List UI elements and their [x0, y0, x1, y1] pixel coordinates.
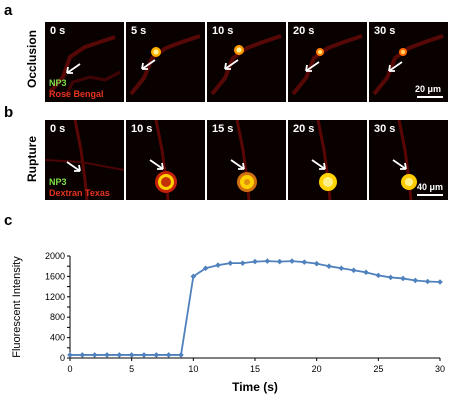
arrow-icon [141, 59, 156, 70]
data-point [239, 260, 246, 266]
data-point [178, 352, 184, 358]
data-point [375, 272, 382, 279]
data-point [264, 258, 271, 264]
arrow-icon [305, 61, 320, 72]
row-label-occlusion: Occlusion [25, 30, 39, 89]
time-label: 30 s [374, 25, 396, 37]
legend-green: NP3 [49, 177, 67, 187]
panel-letter-c: c [4, 212, 13, 229]
data-point [363, 269, 369, 276]
x-tick-label: 25 [373, 364, 383, 374]
data-point [276, 258, 283, 265]
data-point [67, 352, 73, 358]
data-point [326, 263, 332, 269]
arrow-icon [388, 61, 403, 72]
scale-bar [417, 194, 443, 196]
legend-green: NP3 [49, 78, 67, 88]
scale-bar-label: 40 μm [417, 182, 444, 192]
y-axis-label: Fluorescent Intensity [11, 256, 23, 358]
data-point [116, 352, 123, 358]
data-point [289, 258, 295, 264]
time-label: 15 s [212, 123, 234, 135]
time-label: 10 s [131, 123, 153, 135]
data-point [227, 260, 234, 266]
legend-red: Dextran Texas [49, 188, 110, 198]
arrow-icon [392, 159, 407, 170]
scale-bar-label: 20 μm [415, 84, 442, 94]
data-point [400, 275, 406, 282]
data-point [252, 258, 258, 265]
micrograph-b-1: 10 s [126, 120, 205, 200]
x-tick-label: 5 [129, 364, 134, 374]
x-tick-label: 15 [250, 364, 260, 374]
x-axis-label: Time (s) [232, 380, 278, 394]
panel-letter-a: a [4, 2, 13, 19]
y-tick-label: 2000 [45, 251, 65, 261]
micrograph-a-1: 5 s [126, 22, 205, 102]
data-point [350, 267, 357, 274]
series-line [70, 260, 441, 356]
micrograph-a-2: 10 s [207, 22, 286, 102]
arrow-icon [224, 59, 239, 70]
time-label: 20 s [293, 123, 315, 135]
time-label: 0 s [50, 123, 66, 135]
data-point [128, 352, 135, 358]
time-label: 0 s [50, 25, 66, 37]
data-point [79, 352, 86, 358]
data-point [301, 259, 308, 265]
arrow-icon [311, 159, 326, 170]
micrograph-b-0: 0 s NP3 Dextran Texas [45, 120, 124, 200]
micrograph-b-2: 15 s [207, 120, 286, 200]
data-point [215, 262, 221, 268]
y-tick-label: 1600 [45, 271, 65, 281]
time-label: 20 s [293, 25, 315, 37]
scale-bar [417, 96, 443, 98]
data-point [165, 352, 172, 358]
intensity-line-chart: 0 400 800 1200 1600 2000 0 5 10 15 20 25 30 Time (s… [11, 251, 445, 394]
time-label: 5 s [131, 25, 147, 37]
data-point [437, 279, 443, 285]
y-tick-label: 400 [50, 333, 65, 343]
x-tick-label: 20 [312, 364, 322, 374]
x-tick-label: 30 [435, 364, 445, 374]
time-label: 10 s [212, 25, 234, 37]
micrograph-a-4: 30 s 20 μm [369, 22, 448, 102]
y-tick-label: 800 [50, 312, 65, 322]
time-label: 30 s [374, 123, 396, 135]
x-tick-label: 0 [67, 364, 72, 374]
panel-letter-b: b [4, 104, 14, 121]
row-label-rupture: Rupture [25, 136, 39, 182]
micrograph-a-0: 0 s NP3 Rose Bengal [45, 22, 124, 102]
data-point [387, 274, 394, 281]
arrow-icon [230, 159, 245, 170]
y-tick-label: 0 [60, 353, 65, 363]
data-point [91, 352, 98, 358]
data-point [424, 278, 431, 285]
data-point [141, 352, 147, 358]
arrow-icon [66, 161, 81, 172]
micrograph-b-4: 30 s 40 μm [369, 120, 448, 200]
micrograph-a-3: 20 s [288, 22, 367, 102]
data-point [338, 265, 345, 272]
data-point [412, 277, 419, 284]
data-point [153, 352, 160, 358]
data-point [104, 352, 110, 358]
y-tick-label: 1200 [45, 292, 65, 302]
legend-red: Rose Bengal [49, 89, 104, 99]
micrograph-b-3: 20 s [288, 120, 367, 200]
arrow-icon [66, 63, 81, 74]
x-tick-label: 10 [188, 364, 198, 374]
data-point [313, 260, 320, 267]
arrow-icon [149, 159, 164, 170]
